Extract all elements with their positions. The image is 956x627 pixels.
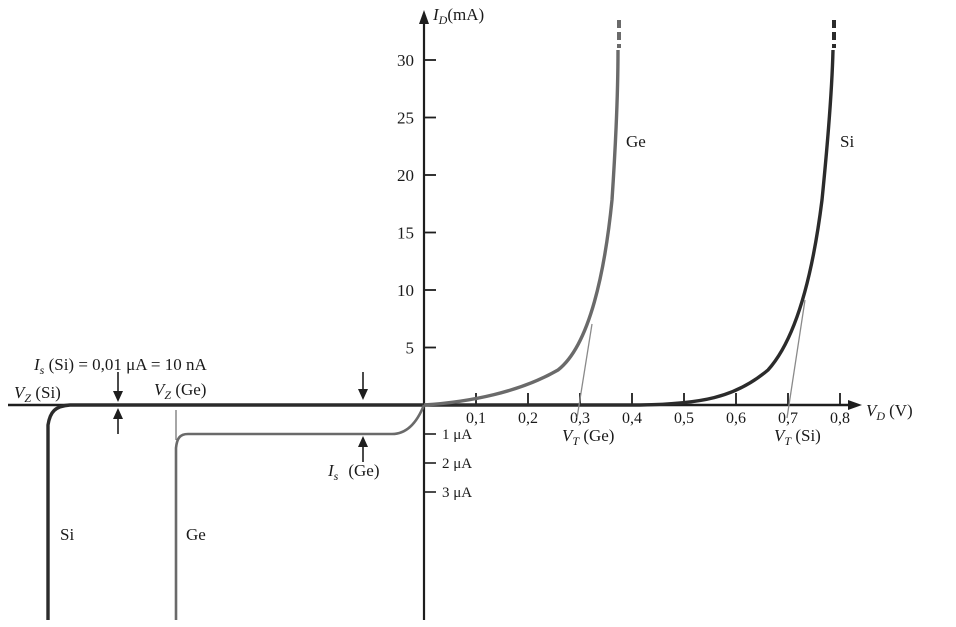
vz-ge-rest: (Ge): [171, 380, 206, 399]
is-ge-sub: s: [334, 469, 339, 483]
vt-si-label: VT (Si): [774, 426, 821, 448]
y-ticks: 5 10 15 20 25 30: [397, 51, 436, 358]
vz-ge-sub: Z: [164, 388, 171, 402]
is-si-annotation: Is (Si) = 0,01 μA = 10 nA: [33, 355, 207, 377]
is-si-sub: s: [40, 363, 45, 377]
reverse-current-ticks: 1 μA 2 μA 3 μA: [424, 427, 472, 501]
axes: [8, 10, 862, 620]
x-tick-label: 0,8: [830, 410, 850, 427]
si-reverse-label: Si: [60, 525, 74, 544]
x-tick-label: 0,2: [518, 410, 538, 427]
vt-si-sub: T: [784, 434, 792, 448]
vt-ge-sub: T: [572, 434, 580, 448]
ge-reverse-label: Ge: [186, 525, 206, 544]
is-si-rest: (Si) = 0,01 μA = 10 nA: [44, 355, 207, 374]
reverse-tick-label: 2 μA: [442, 456, 472, 472]
annotations: Is (Si) = 0,01 μA = 10 nA VZ (Si) VZ (Ge…: [14, 132, 854, 544]
y-axis-label: ID(mA): [432, 5, 484, 27]
y-tick-label: 25: [397, 109, 414, 128]
vt-si-rest: (Si): [791, 426, 821, 445]
is-si-arrowhead-top: [113, 391, 123, 402]
reverse-tick-label: 3 μA: [442, 485, 472, 501]
y-tick-label: 15: [397, 224, 414, 243]
vz-si-rest: (Si): [31, 383, 61, 402]
y-tick-label: 10: [397, 281, 414, 300]
vt-ge-label: VT (Ge): [562, 426, 614, 448]
ge-forward-label: Ge: [626, 132, 646, 151]
is-ge-main: I: [327, 461, 335, 480]
vz-si-main: V: [14, 383, 27, 402]
vt-ge-rest: (Ge): [579, 426, 614, 445]
si-forward-label: Si: [840, 132, 854, 151]
vz-si-sub: Z: [24, 391, 31, 405]
ge-reverse-curve: [174, 404, 426, 620]
si-reverse-curve: [46, 403, 424, 620]
y-axis-label-unit: (mA): [447, 5, 484, 24]
x-tick-label: 0,5: [674, 410, 694, 427]
is-si-arrowhead-bottom: [113, 408, 123, 419]
is-ge-label: Is (Ge): [327, 461, 380, 483]
vz-ge-main: V: [154, 380, 167, 399]
vt-si-main: V: [774, 426, 787, 445]
x-tick-label: 0,1: [466, 410, 486, 427]
si-forward-curve: [424, 49, 835, 407]
si-tangent-line: [786, 299, 806, 419]
y-tick-label: 20: [397, 166, 414, 185]
x-axis-label-unit: (V): [889, 401, 913, 420]
curves: [46, 20, 836, 620]
x-axis-label: VD (V): [866, 401, 913, 423]
vz-ge-label: VZ (Ge): [154, 380, 206, 402]
vz-si-label: VZ (Si): [14, 383, 61, 405]
x-tick-label: 0,6: [726, 410, 746, 427]
x-axis-label-sub: D: [875, 409, 885, 423]
is-si-prefix: I: [33, 355, 41, 374]
ge-forward-curve: [423, 49, 620, 407]
y-axis-label-main: I: [432, 5, 440, 24]
x-ticks: 0,1 0,2 0,3 0,4 0,5 0,6 0,7 0,8: [466, 393, 850, 427]
vt-ge-main: V: [562, 426, 575, 445]
is-ge-rest: (Ge): [348, 461, 379, 480]
y-tick-label: 5: [406, 339, 415, 358]
x-tick-label: 0,4: [622, 410, 642, 427]
x-tick-label: 0,3: [570, 410, 590, 427]
y-axis-label-sub: D: [438, 13, 448, 27]
y-axis-arrow: [419, 10, 429, 24]
y-tick-label: 30: [397, 51, 414, 70]
reverse-tick-label: 1 μA: [442, 427, 472, 443]
is-ge-arrowhead-top: [358, 389, 368, 400]
x-axis-label-main: V: [866, 401, 879, 420]
x-tick-label: 0,7: [778, 410, 798, 427]
x-axis-arrow: [848, 400, 862, 410]
ge-tangent-line: [576, 323, 593, 419]
is-ge-arrowhead-bottom: [358, 436, 368, 447]
